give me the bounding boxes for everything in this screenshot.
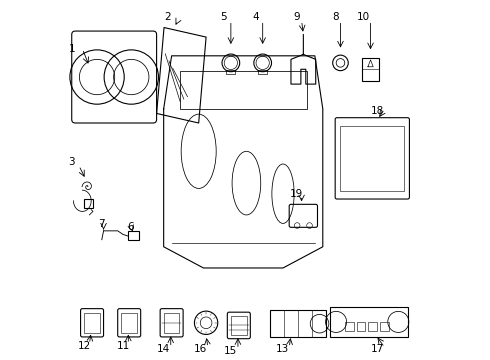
Text: 19: 19: [290, 189, 303, 199]
Bar: [84, 199, 93, 208]
Text: 1: 1: [69, 44, 75, 54]
Text: 14: 14: [157, 344, 171, 354]
Text: 8: 8: [332, 12, 339, 22]
Bar: [226, 70, 235, 75]
Bar: [128, 231, 139, 240]
Text: 13: 13: [275, 344, 289, 354]
Bar: [345, 322, 354, 331]
Text: 12: 12: [77, 341, 91, 351]
Bar: [380, 322, 389, 331]
Text: 16: 16: [194, 344, 207, 354]
Bar: [84, 313, 100, 333]
Text: 10: 10: [357, 12, 370, 22]
Bar: [362, 58, 379, 81]
Text: 17: 17: [371, 344, 384, 354]
Bar: [122, 313, 137, 333]
Text: 7: 7: [98, 219, 105, 229]
Text: 4: 4: [252, 12, 259, 22]
Bar: [270, 310, 326, 337]
Bar: [341, 126, 404, 191]
Bar: [258, 70, 267, 75]
Text: 15: 15: [224, 346, 238, 356]
Text: 11: 11: [117, 341, 130, 351]
Bar: [357, 322, 365, 331]
Bar: [164, 313, 179, 333]
Bar: [330, 307, 408, 337]
Text: 3: 3: [69, 157, 75, 167]
Text: 9: 9: [293, 12, 299, 22]
Text: 2: 2: [164, 12, 171, 22]
Text: 6: 6: [127, 222, 133, 232]
Bar: [368, 322, 377, 331]
Bar: [179, 71, 307, 109]
Bar: [231, 316, 246, 335]
Text: 18: 18: [371, 105, 384, 116]
Text: 5: 5: [220, 12, 227, 22]
